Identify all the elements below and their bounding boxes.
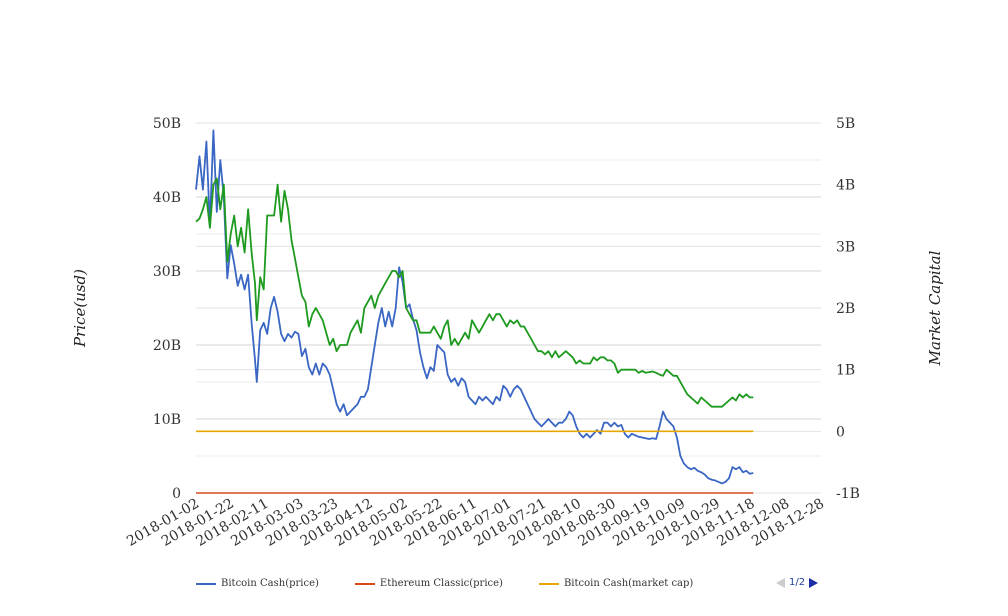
x-axis-ticks: 2018-01-022018-01-222018-02-112018-03-03… — [124, 496, 827, 550]
left-tick-label: 10B — [153, 412, 181, 428]
left-tick-label: 40B — [153, 190, 181, 206]
legend-pager: 1/2 — [776, 577, 819, 588]
left-axis-title: Price(usd) — [71, 269, 89, 348]
right-tick-label: 5B — [836, 116, 855, 132]
right-axis-ticks: -1B 0 1B 2B 3B 4B 5B — [836, 116, 860, 502]
series-line-3 — [195, 177, 754, 408]
pager-next-icon[interactable] — [809, 577, 819, 588]
legend-item-bitcoin-cash-price[interactable]: Bitcoin Cash(price) — [196, 578, 319, 589]
legend-label: Bitcoin Cash(price) — [221, 578, 319, 589]
pager-prev-icon[interactable] — [776, 577, 785, 588]
left-tick-label: 50B — [153, 116, 181, 132]
legend-swatch — [196, 582, 216, 585]
right-tick-label: -1B — [836, 486, 860, 502]
series-line-bitcoin-cash-price — [195, 129, 754, 485]
right-tick-label: 4B — [836, 178, 855, 194]
right-axis-title: Market Capital — [926, 250, 944, 366]
series-lines — [195, 129, 754, 494]
left-tick-label: 20B — [153, 338, 181, 354]
right-tick-label: 1B — [836, 363, 855, 379]
left-axis-ticks: 0 10B 20B 30B 40B 50B — [153, 116, 181, 502]
left-tick-label: 0 — [172, 486, 181, 502]
legend: Bitcoin Cash(price) Ethereum Classic(pri… — [196, 578, 729, 589]
legend-swatch — [538, 582, 559, 585]
legend-item-ethereum-classic-price[interactable]: Ethereum Classic(price) — [354, 578, 503, 589]
grid-lines — [196, 122, 821, 494]
legend-label: Ethereum Classic(price) — [379, 578, 503, 589]
right-tick-label: 3B — [836, 239, 855, 255]
legend-item-bitcoin-cash-market-cap[interactable]: Bitcoin Cash(market cap) — [538, 578, 694, 589]
left-tick-label: 30B — [153, 264, 181, 280]
right-tick-label: 2B — [836, 301, 855, 317]
pager-label: 1/2 — [789, 577, 806, 588]
legend-swatch — [354, 582, 375, 585]
legend-label: Bitcoin Cash(market cap) — [563, 578, 694, 589]
right-tick-label: 0 — [836, 424, 845, 440]
